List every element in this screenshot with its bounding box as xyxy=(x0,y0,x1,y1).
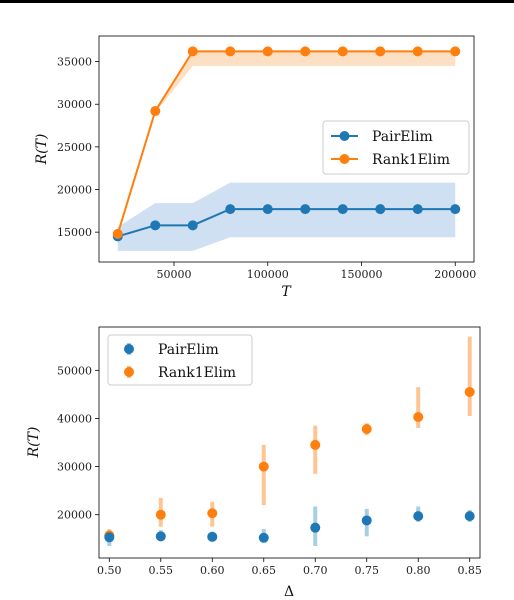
bottom-legend-label-rank1elim: Rank1Elim xyxy=(158,365,236,381)
top-point-rank1elim xyxy=(450,46,461,57)
top-y-tick-label: 20000 xyxy=(57,184,92,197)
top-point-rank1elim xyxy=(150,106,161,117)
bottom-legend-marker-rank1elim xyxy=(124,367,134,377)
bottom-y-tick-label: 50000 xyxy=(57,364,92,377)
bottom-point-rank1elim xyxy=(413,411,424,422)
top-legend: PairElim Rank1Elim xyxy=(322,120,470,175)
bottom-point-pairelim xyxy=(361,515,372,526)
top-point-pairelim xyxy=(300,204,311,215)
top-point-pairelim xyxy=(262,204,273,215)
top-x-tick-label: 100000 xyxy=(247,268,289,281)
bottom-x-tick-label: 0.55 xyxy=(149,564,174,577)
top-legend-label-rank1elim: Rank1Elim xyxy=(372,152,450,168)
bottom-plot-frame xyxy=(98,326,481,559)
top-point-rank1elim xyxy=(112,228,123,239)
top-chart: 50000 100000 150000 200000 15000 20000 25000 3… xyxy=(34,35,476,300)
top-point-pairelim xyxy=(225,204,236,215)
top-line-pairelim xyxy=(117,208,456,238)
top-point-rank1elim xyxy=(375,46,386,57)
top-point-pairelim xyxy=(412,204,423,215)
top-point-rank1elim xyxy=(412,46,423,57)
bottom-x-tick-label: 0.80 xyxy=(406,564,431,577)
bottom-point-rank1elim xyxy=(361,424,372,435)
bottom-y-tick-label: 40000 xyxy=(57,412,92,425)
top-y-tick-label: 25000 xyxy=(57,141,92,154)
top-x-tick-label: 200000 xyxy=(434,268,476,281)
bottom-point-rank1elim xyxy=(464,386,475,397)
top-point-rank1elim xyxy=(262,46,273,57)
bottom-point-rank1elim xyxy=(207,508,218,519)
bottom-point-pairelim xyxy=(207,531,218,542)
bottom-legend-label-pairelim: PairElim xyxy=(158,342,219,358)
bottom-x-axis-label: Δ xyxy=(284,584,294,600)
bottom-y-tick-label: 20000 xyxy=(57,509,92,522)
top-point-rank1elim xyxy=(337,46,348,57)
top-y-tick-label: 35000 xyxy=(57,56,92,69)
top-point-pairelim xyxy=(187,220,198,231)
top-point-pairelim xyxy=(450,204,461,215)
bottom-point-pairelim xyxy=(155,531,166,542)
top-legend-marker-pairelim xyxy=(339,131,350,141)
bottom-point-rank1elim xyxy=(155,509,166,520)
top-line-rank1elim xyxy=(116,50,456,235)
top-x-tick-label: 50000 xyxy=(157,268,192,281)
bottom-point-pairelim xyxy=(104,532,115,543)
bottom-chart: 0.50 0.55 0.60 0.65 0.70 0.75 0.80 0.85 20000 30… xyxy=(26,326,482,600)
bottom-y-axis-label: R(T) xyxy=(26,427,42,459)
top-plot-frame xyxy=(98,35,475,263)
top-y-axis-label: R(T) xyxy=(34,134,50,166)
bottom-x-tick-label: 0.85 xyxy=(457,564,482,577)
top-border xyxy=(0,0,514,3)
bottom-x-tick-label: 0.75 xyxy=(354,564,379,577)
top-legend-label-pairelim: PairElim xyxy=(372,129,433,145)
bottom-point-rank1elim xyxy=(310,439,321,450)
bottom-y-tick-label: 30000 xyxy=(57,461,92,474)
top-point-pairelim xyxy=(375,204,386,215)
bottom-point-pairelim xyxy=(464,511,475,522)
top-legend-marker-rank1elim xyxy=(339,154,350,164)
bottom-legend: PairElim Rank1Elim xyxy=(107,334,253,386)
bottom-point-pairelim xyxy=(413,511,424,522)
top-y-tick-label: 30000 xyxy=(57,98,92,111)
bottom-point-rank1elim xyxy=(258,461,269,472)
bottom-point-pairelim xyxy=(310,522,321,533)
top-point-pairelim xyxy=(150,220,161,231)
top-point-rank1elim xyxy=(187,46,198,57)
top-x-tick-label: 150000 xyxy=(341,268,383,281)
top-y-tick-label: 15000 xyxy=(57,226,92,239)
top-point-rank1elim xyxy=(225,46,236,57)
bottom-legend-marker-pairelim xyxy=(124,344,134,354)
bottom-legend-box xyxy=(107,334,253,386)
bottom-x-tick-label: 0.65 xyxy=(252,564,277,577)
top-point-rank1elim xyxy=(300,46,311,57)
bottom-x-tick-label: 0.60 xyxy=(200,564,225,577)
top-band-pairelim xyxy=(117,182,456,251)
top-x-axis-label: T xyxy=(281,284,292,300)
bottom-point-pairelim xyxy=(258,532,269,543)
top-legend-box xyxy=(322,120,470,175)
bottom-x-tick-label: 0.70 xyxy=(303,564,328,577)
top-point-pairelim xyxy=(337,204,348,215)
bottom-x-tick-label: 0.50 xyxy=(97,564,122,577)
